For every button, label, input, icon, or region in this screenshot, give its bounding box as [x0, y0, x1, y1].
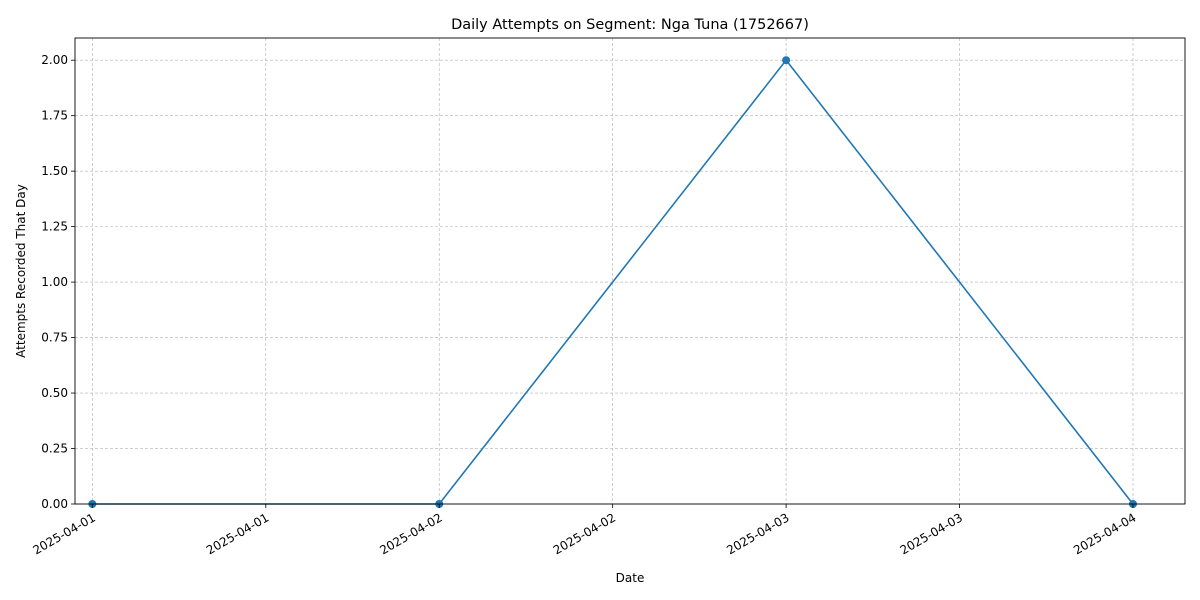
y-tick-label: 0.25	[41, 442, 68, 456]
x-tick-label: 2025-04-01	[204, 510, 271, 557]
x-ticks: 2025-04-01 2025-04-01 2025-04-02 2025-04-02…	[30, 504, 1138, 557]
chart-title: Daily Attempts on Segment: Nga Tuna (175…	[451, 17, 809, 33]
x-tick-label: 2025-04-03	[724, 510, 791, 557]
y-tick-label: 2.00	[41, 53, 68, 67]
x-tick-label: 2025-04-04	[1071, 510, 1138, 557]
y-axis-label: Attempts Recorded That Day	[14, 184, 28, 358]
y-ticks: 0.00 0.25 0.50 0.75 1.00 1.25 1.50 1.75 2.00	[41, 53, 75, 511]
x-tick-label: 2025-04-02	[551, 510, 618, 557]
y-tick-label: 1.50	[41, 164, 68, 178]
plot-frame	[74, 37, 1186, 505]
y-tick-label: 1.00	[41, 275, 68, 289]
axes	[74, 37, 1186, 505]
y-tick-label: 0.75	[41, 331, 68, 345]
x-tick-label: 2025-04-02	[377, 510, 444, 557]
y-tick-label: 1.25	[41, 220, 68, 234]
y-tick-label: 0.00	[41, 497, 68, 511]
y-tick-label: 1.75	[41, 109, 68, 123]
y-tick-label: 0.50	[41, 386, 68, 400]
x-tick-label: 2025-04-03	[898, 510, 965, 557]
grid	[75, 38, 1185, 505]
data-point	[782, 56, 791, 65]
x-axis-label: Date	[616, 571, 645, 585]
x-tick-label: 2025-04-01	[30, 510, 97, 557]
